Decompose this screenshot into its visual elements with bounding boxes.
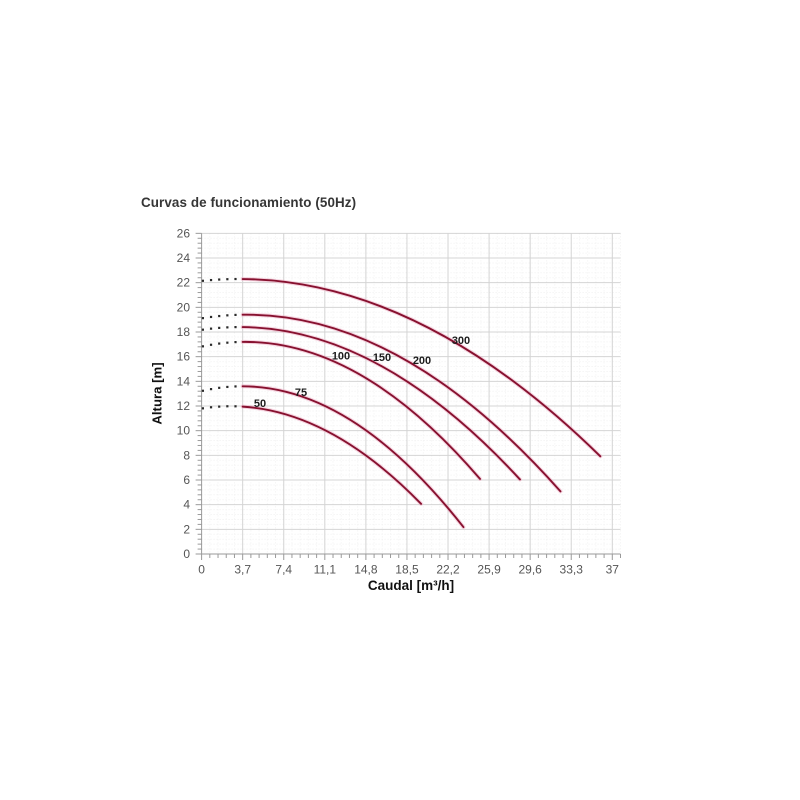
svg-text:100: 100: [332, 351, 350, 363]
svg-text:26: 26: [177, 226, 191, 240]
svg-text:6: 6: [183, 473, 190, 487]
svg-text:75: 75: [295, 387, 307, 399]
svg-text:150: 150: [373, 352, 391, 364]
svg-text:2: 2: [183, 522, 190, 536]
svg-text:22,2: 22,2: [436, 563, 460, 577]
svg-text:22: 22: [177, 276, 191, 290]
svg-text:4: 4: [183, 498, 190, 512]
svg-text:0: 0: [198, 563, 205, 577]
svg-text:24: 24: [177, 251, 191, 265]
svg-text:300: 300: [452, 335, 470, 347]
svg-text:14: 14: [177, 374, 191, 388]
svg-text:0: 0: [183, 547, 190, 561]
svg-text:10: 10: [177, 424, 191, 438]
svg-text:12: 12: [177, 399, 191, 413]
svg-text:25,9: 25,9: [477, 563, 501, 577]
svg-text:20: 20: [177, 300, 191, 314]
svg-text:8: 8: [183, 448, 190, 462]
svg-text:Caudal [m³/h]: Caudal [m³/h]: [368, 578, 454, 593]
svg-text:18: 18: [177, 325, 191, 339]
svg-text:29,6: 29,6: [518, 563, 542, 577]
svg-text:7,4: 7,4: [275, 563, 292, 577]
svg-text:3,7: 3,7: [234, 563, 251, 577]
svg-text:50: 50: [254, 398, 266, 410]
svg-text:14,8: 14,8: [354, 563, 378, 577]
svg-text:Altura [m]: Altura [m]: [149, 362, 164, 424]
svg-text:33,3: 33,3: [560, 563, 584, 577]
svg-text:18,5: 18,5: [395, 563, 419, 577]
svg-text:200: 200: [413, 355, 431, 367]
svg-text:37: 37: [606, 563, 620, 577]
svg-text:16: 16: [177, 350, 191, 364]
svg-text:11,1: 11,1: [314, 563, 337, 577]
